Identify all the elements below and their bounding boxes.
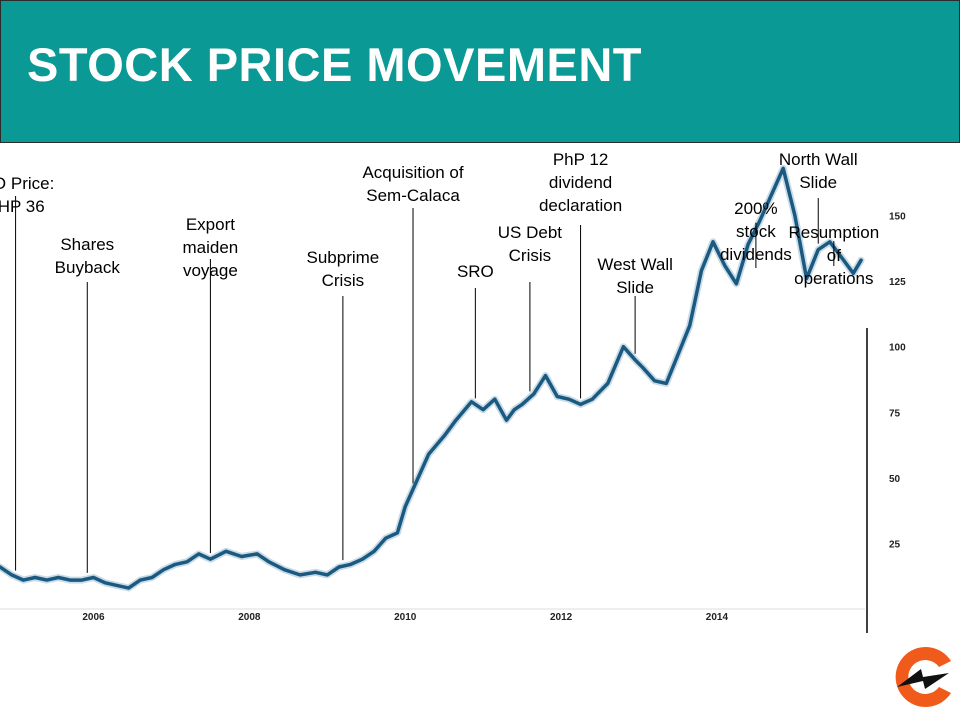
annotation-label-10: North Wall Slide	[779, 148, 858, 194]
annotation-line: North Wall	[778, 150, 858, 169]
y-tick-label-75: 75	[889, 408, 901, 419]
y-tick-label-50: 50	[889, 474, 901, 485]
series-0-line	[0, 166, 863, 590]
page-title: STOCK PRICE MOVEMENT	[27, 38, 642, 91]
annotation-line: Export	[185, 215, 235, 234]
annotation-line: 200%	[734, 199, 778, 218]
x-tick-label-2014: 2014	[706, 612, 729, 623]
annotation-line: voyage	[182, 261, 238, 280]
annotation-line: PHP 36	[0, 197, 45, 216]
annotation-line: Slide	[799, 173, 838, 192]
annotation-line: operations	[794, 269, 874, 288]
logo-ring	[895, 647, 951, 707]
annotation-line: Acquisition of	[362, 163, 464, 182]
annotation-label-2: Export maiden voyage	[183, 213, 239, 282]
annotation-line: Crisis	[508, 246, 552, 265]
annotation-label-8: West Wall Slide	[597, 253, 673, 299]
annotation-label-4: Acquisition of Sem-Calaca	[362, 161, 463, 207]
x-tick-label-2010: 2010	[394, 612, 417, 623]
annotation-label-0: IPO Price: PHP 36	[0, 172, 54, 218]
annotation-label-7: PhP 12 dividend declaration	[539, 148, 622, 217]
annotation-line: West Wall	[597, 255, 673, 274]
annotation-line: PhP 12	[552, 150, 609, 169]
annotation-label-3: Subprime Crisis	[306, 246, 379, 292]
annotation-line: Slide	[616, 278, 655, 297]
annotation-label-1: Shares Buyback	[55, 233, 120, 279]
x-tick-label-2006: 2006	[82, 612, 105, 623]
y-tick-label-125: 125	[889, 277, 906, 288]
logo-bolt	[897, 669, 949, 689]
annotation-label-9: 200% stock dividends	[720, 197, 792, 266]
x-tick-label-2012: 2012	[550, 612, 573, 623]
annotation-line: declaration	[538, 196, 623, 215]
annotation-label-5: SRO	[457, 260, 494, 283]
annotation-line: Subprime	[306, 248, 380, 267]
y-tick-label-100: 100	[889, 343, 906, 354]
y-tick-label-25: 25	[889, 539, 901, 550]
x-tick-label-2008: 2008	[238, 612, 261, 623]
annotation-line: SRO	[456, 262, 494, 281]
annotation-label-6: US Debt Crisis	[498, 221, 562, 267]
header-banner: STOCK PRICE MOVEMENT	[0, 0, 960, 143]
annotation-line: Crisis	[321, 271, 365, 290]
annotation-line: dividend	[548, 173, 613, 192]
annotation-line: US Debt	[497, 223, 563, 242]
annotation-line: maiden	[182, 238, 239, 257]
annotation-line: dividends	[719, 245, 792, 264]
annotation-line: Buyback	[54, 258, 120, 277]
annotation-line: IPO Price:	[0, 174, 55, 193]
annotation-line: Resumption	[788, 223, 880, 242]
annotation-line: Sem-Calaca	[366, 186, 460, 205]
annotation-line: stock	[736, 222, 776, 241]
company-logo-icon	[895, 647, 951, 707]
annotation-label-11: Resumption of operations	[788, 221, 879, 290]
annotation-line: of	[826, 246, 841, 265]
y-tick-label-150: 150	[889, 212, 906, 223]
annotation-line: Shares	[60, 235, 115, 254]
